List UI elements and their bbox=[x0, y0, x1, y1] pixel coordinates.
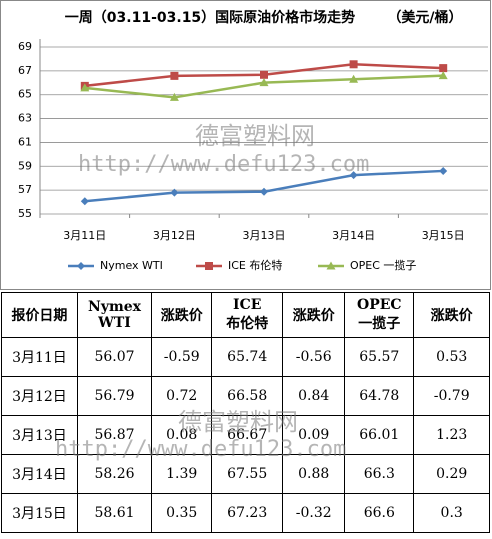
x-tick-label: 3月15日 bbox=[422, 229, 465, 242]
cell: 58.26 bbox=[76, 454, 153, 494]
y-tick-label: 59 bbox=[18, 159, 32, 172]
cell: 56.07 bbox=[76, 337, 153, 377]
header-text: ICE bbox=[233, 297, 262, 313]
header-cell: 涨跌价 bbox=[282, 292, 346, 338]
cell: 58.61 bbox=[76, 493, 153, 533]
header-cell: 报价日期 bbox=[1, 292, 78, 338]
marker bbox=[349, 60, 358, 69]
cell: 3月11日 bbox=[1, 337, 78, 377]
cell: 67.23 bbox=[211, 493, 284, 533]
chart-frame bbox=[0, 0, 491, 290]
marker bbox=[349, 171, 358, 180]
y-tick-label: 65 bbox=[18, 88, 32, 101]
chart-title: 一周（03.11-03.15）国际原油价格市场走势 bbox=[65, 9, 355, 26]
header-row: 报价日期 Nymex WTI 涨跌价 ICE 布伦特 涨跌价 OPEC 一揽子 涨跌价 bbox=[1, 292, 490, 338]
marker bbox=[77, 262, 85, 270]
header-text: WTI bbox=[98, 315, 131, 331]
cell: 66.58 bbox=[211, 376, 284, 416]
header-text: 报价日期 bbox=[11, 308, 68, 324]
x-tick-label: 3月14日 bbox=[332, 229, 375, 242]
y-tick-label: 57 bbox=[18, 183, 32, 196]
header-cell: 涨跌价 bbox=[413, 292, 490, 338]
cell: -0.79 bbox=[413, 376, 490, 416]
cell: -0.59 bbox=[151, 337, 213, 377]
cell: 0.09 bbox=[282, 415, 346, 455]
legend-label: OPEC 一揽子 bbox=[350, 259, 416, 272]
cell: 0.35 bbox=[151, 493, 213, 533]
marker bbox=[260, 70, 268, 79]
cell: 1.23 bbox=[413, 415, 490, 455]
marker bbox=[439, 64, 448, 73]
cell: 66.67 bbox=[211, 415, 284, 455]
header-cell: 涨跌价 bbox=[151, 292, 213, 338]
cell: 66.3 bbox=[344, 454, 415, 494]
header-text: OPEC bbox=[357, 297, 402, 313]
header-cell: Nymex WTI bbox=[76, 292, 153, 338]
marker bbox=[439, 166, 448, 175]
cell: 65.57 bbox=[344, 337, 415, 377]
cell: 56.87 bbox=[76, 415, 153, 455]
marker bbox=[349, 74, 359, 83]
cell: 3月15日 bbox=[1, 493, 78, 533]
price-table: 报价日期 Nymex WTI 涨跌价 ICE 布伦特 涨跌价 OPEC 一揽子 涨跌价 3月11日 5… bbox=[1, 292, 490, 533]
cell: 65.74 bbox=[211, 337, 284, 377]
header-cell: OPEC 一揽子 bbox=[344, 292, 415, 338]
cell: 0.84 bbox=[282, 376, 346, 416]
cell: 0.29 bbox=[413, 454, 490, 494]
marker bbox=[205, 262, 213, 270]
header-text: Nymex bbox=[88, 299, 142, 315]
x-tick-label: 3月13日 bbox=[243, 229, 286, 242]
marker bbox=[170, 188, 179, 197]
cell: 1.39 bbox=[151, 454, 213, 494]
cell: 66.6 bbox=[344, 493, 415, 533]
marker bbox=[260, 187, 268, 196]
marker bbox=[170, 71, 179, 80]
x-tick-label: 3月12日 bbox=[153, 229, 196, 242]
y-tick-label: 61 bbox=[18, 135, 32, 148]
cell: 0.3 bbox=[413, 493, 490, 533]
header-text: 布伦特 bbox=[226, 316, 269, 332]
marker bbox=[80, 197, 89, 206]
row: 3月11日 56.07 -0.59 65.74 -0.56 65.57 0.53 bbox=[1, 337, 490, 377]
marker bbox=[438, 71, 448, 80]
cell: 0.88 bbox=[282, 454, 346, 494]
row: 3月12日 56.79 0.72 66.58 0.84 64.78 -0.79 bbox=[1, 376, 490, 416]
header-text: 一揽子 bbox=[358, 316, 401, 332]
header-cell: ICE 布伦特 bbox=[211, 292, 284, 338]
chart-unit: （美元/桶） bbox=[387, 9, 462, 26]
cell: 0.08 bbox=[151, 415, 213, 455]
y-tick-label: 67 bbox=[18, 64, 32, 77]
marker bbox=[326, 261, 336, 270]
row: 3月14日 58.26 1.39 67.55 0.88 66.3 0.29 bbox=[1, 454, 490, 494]
header-text: 涨跌价 bbox=[292, 308, 335, 324]
cell: -0.32 bbox=[282, 493, 346, 533]
cell: 3月12日 bbox=[1, 376, 78, 416]
legend-label: ICE 布伦特 bbox=[228, 258, 282, 272]
row: 3月13日 56.87 0.08 66.67 0.09 66.01 1.23 bbox=[1, 415, 490, 455]
legend-label: Nymex WTI bbox=[100, 259, 163, 272]
y-tick-label: 69 bbox=[18, 40, 32, 53]
cell: 64.78 bbox=[344, 376, 415, 416]
cell: 3月14日 bbox=[1, 454, 78, 494]
marker bbox=[169, 92, 179, 101]
y-tick-label: 55 bbox=[18, 207, 32, 220]
header-text: 涨跌价 bbox=[430, 308, 473, 324]
cell: 0.53 bbox=[413, 337, 490, 377]
marker bbox=[259, 78, 269, 87]
row: 3月15日 58.61 0.35 67.23 -0.32 66.6 0.3 bbox=[1, 493, 490, 533]
marker bbox=[80, 83, 90, 92]
x-tick-label: 3月11日 bbox=[63, 229, 106, 242]
cell: -0.56 bbox=[282, 337, 346, 377]
cell: 67.55 bbox=[211, 454, 284, 494]
header-text: 涨跌价 bbox=[160, 308, 203, 324]
cell: 0.72 bbox=[151, 376, 213, 416]
chart: 一周（03.11-03.15）国际原油价格市场走势 （美元/桶） 55 57 59 6… bbox=[0, 0, 491, 290]
cell: 66.01 bbox=[344, 415, 415, 455]
cell: 56.79 bbox=[76, 376, 153, 416]
cell: 3月13日 bbox=[1, 415, 78, 455]
y-tick-label: 63 bbox=[18, 112, 32, 125]
